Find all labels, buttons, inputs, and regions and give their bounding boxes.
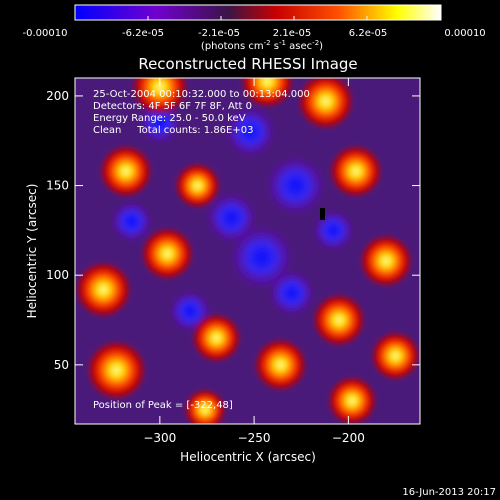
hot-spot <box>254 338 307 392</box>
y-axis-label: Heliocentric Y (arcsec) <box>25 184 39 319</box>
hot-spot <box>99 144 153 198</box>
colorbar-tick-label: -2.1e-05 <box>198 28 240 39</box>
x-axis-tick-label: −250 <box>238 431 271 445</box>
colorbar-unit: (photons cm-2 s-1 asec-2) <box>201 39 323 52</box>
colorbar-ticks <box>74 16 442 20</box>
colorbar-tick-label: -6.2e-05 <box>122 28 164 39</box>
y-axis-tick-label: 200 <box>46 89 69 103</box>
x-axis-ticks: −300 −250 −200 <box>143 78 365 445</box>
peak-position-label: Position of Peak = [-322,48] <box>93 400 233 411</box>
x-axis-label: Heliocentric X (arcsec) <box>180 450 316 464</box>
cold-spot <box>110 200 153 243</box>
colorbar-tick-label: 6.2e-05 <box>349 28 387 39</box>
render-date: 16-Jun-2013 20:17 <box>402 487 496 498</box>
cold-spot <box>312 209 355 252</box>
info-clean-counts: Clean Total counts: 1.86E+03 <box>93 125 253 136</box>
hot-spot <box>312 293 366 347</box>
peak-marker <box>320 208 325 220</box>
chart-title: Reconstructed RHESSI Image <box>138 55 357 73</box>
colorbar-tick-label: 2.1e-05 <box>273 28 311 39</box>
colorbar-tick-label: -0.00010 <box>23 28 68 39</box>
hot-spot <box>329 144 383 198</box>
info-energy-range: Energy Range: 25.0 - 50.0 keV <box>93 113 246 124</box>
x-axis-tick-label: −300 <box>143 431 176 445</box>
y-axis-ticks: 50 100 150 200 <box>46 89 420 372</box>
colorbar <box>74 4 442 21</box>
hot-spot <box>131 78 189 116</box>
plot-frame <box>74 77 421 425</box>
colorbar-tick-label: 0.00010 <box>444 28 485 39</box>
y-axis-tick-label: 150 <box>46 179 69 193</box>
hot-spot <box>370 331 420 381</box>
hot-spot <box>191 313 241 363</box>
cold-spot <box>268 270 315 317</box>
cold-spot <box>206 192 257 244</box>
info-detectors: Detectors: 4F 5F 6F 7F 8F, Att 0 <box>93 101 252 112</box>
info-time-range: 25-Oct-2004 00:10:32.000 to 00:13:04.000 <box>93 89 310 100</box>
cold-spot <box>225 106 276 157</box>
y-axis-tick-label: 100 <box>46 268 69 282</box>
hot-spot <box>75 261 132 318</box>
hot-spot <box>359 234 413 288</box>
hot-spot <box>86 340 147 401</box>
hot-spot <box>174 162 221 209</box>
cold-spot <box>265 155 326 216</box>
y-axis-tick-label: 50 <box>54 358 69 372</box>
hot-spot <box>327 376 377 424</box>
hot-spot <box>140 227 194 281</box>
hot-spot <box>297 78 354 130</box>
cold-spot <box>229 225 294 290</box>
x-axis-tick-label: −200 <box>332 431 365 445</box>
hot-spot <box>184 388 227 424</box>
